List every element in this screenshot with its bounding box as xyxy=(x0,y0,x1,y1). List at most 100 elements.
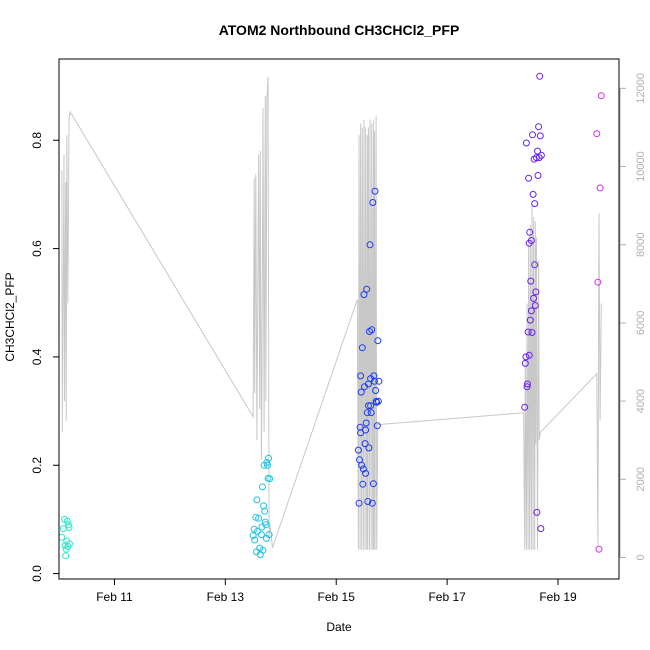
data-point xyxy=(354,446,362,454)
data-point xyxy=(368,326,376,334)
data-point xyxy=(596,184,604,192)
y-tick-label: 0.2 xyxy=(30,457,44,474)
data-point xyxy=(360,291,368,299)
x-tick-label: Feb 17 xyxy=(428,590,466,604)
y-axis-label: CH3CHCl2_PFP xyxy=(3,272,17,361)
data-point xyxy=(530,155,538,163)
data-point xyxy=(521,359,529,367)
altitude-line xyxy=(61,76,602,550)
data-point xyxy=(365,444,373,452)
data-point xyxy=(527,277,535,285)
data-point xyxy=(366,241,374,249)
data-point xyxy=(526,316,534,324)
data-point xyxy=(374,337,382,345)
x-tick-label: Feb 11 xyxy=(96,590,133,604)
data-point xyxy=(369,199,377,206)
data-point xyxy=(258,523,266,531)
y2-tick-label: 2000 xyxy=(635,467,647,491)
data-point xyxy=(357,429,365,437)
x-tick-label: Feb 19 xyxy=(539,590,577,604)
data-point xyxy=(528,329,536,336)
x-axis: Feb 11 Feb 13 Feb 15 Feb 17 Feb 19 xyxy=(96,579,577,604)
data-point xyxy=(358,461,366,469)
data-point xyxy=(359,480,367,488)
data-point xyxy=(373,398,381,406)
data-point xyxy=(253,496,261,504)
data-point xyxy=(531,200,539,208)
data-point xyxy=(65,524,73,531)
y2-axis: 0 2000 4000 6000 8000 10000 12000 xyxy=(619,73,647,561)
x-tick-label: Feb 15 xyxy=(318,590,356,604)
data-point xyxy=(257,531,265,539)
data-point xyxy=(374,397,382,405)
data-point xyxy=(525,174,533,182)
data-point xyxy=(533,508,541,516)
x-tick-label: Feb 13 xyxy=(207,590,245,604)
data-point xyxy=(530,294,538,302)
y-tick-label: 0.4 xyxy=(30,348,44,365)
y2-tick-label: 6000 xyxy=(635,311,647,335)
data-point xyxy=(66,540,73,548)
data-point xyxy=(372,387,380,394)
y-tick-label: 0.6 xyxy=(30,240,44,257)
data-point xyxy=(521,403,529,411)
data-point xyxy=(363,409,371,417)
data-point xyxy=(527,307,535,315)
data-point xyxy=(264,461,271,469)
data-point xyxy=(531,302,539,309)
data-point xyxy=(535,154,543,162)
data-point xyxy=(251,536,259,544)
data-point xyxy=(367,409,375,417)
data-point xyxy=(261,518,269,526)
y2-tick-label: 0 xyxy=(635,554,647,560)
data-point xyxy=(522,353,530,361)
data-point xyxy=(525,239,533,247)
data-point xyxy=(369,480,377,488)
data-point xyxy=(594,278,602,286)
data-point xyxy=(529,190,537,198)
data-point xyxy=(367,402,375,410)
data-point xyxy=(593,130,601,138)
data-point xyxy=(358,344,366,352)
data-point xyxy=(63,517,71,525)
data-point xyxy=(64,521,72,529)
data-point xyxy=(361,440,369,448)
data-points-layer xyxy=(58,72,605,560)
y-tick-label: 0.8 xyxy=(30,132,44,149)
data-point xyxy=(266,475,274,483)
data-point xyxy=(375,377,383,385)
data-point xyxy=(265,454,273,462)
data-point xyxy=(595,545,603,553)
data-point xyxy=(371,187,379,195)
data-point xyxy=(535,123,543,131)
data-point xyxy=(363,285,371,293)
data-point xyxy=(265,531,273,539)
data-point xyxy=(534,172,542,179)
data-point xyxy=(62,552,70,560)
data-point xyxy=(364,498,372,505)
data-point xyxy=(597,92,605,100)
data-point xyxy=(531,261,539,269)
data-point xyxy=(355,499,363,507)
plot-frame xyxy=(58,58,620,580)
data-point xyxy=(524,380,531,388)
data-point xyxy=(362,469,370,477)
y2-tick-label: 10000 xyxy=(635,151,647,182)
data-point xyxy=(534,147,541,155)
y2-tick-label: 12000 xyxy=(635,73,647,104)
y2-tick-label: 4000 xyxy=(635,389,647,413)
data-point xyxy=(357,388,365,396)
data-point xyxy=(526,228,534,236)
data-point xyxy=(362,419,370,427)
data-point xyxy=(529,131,536,139)
data-point xyxy=(537,151,545,159)
data-point xyxy=(366,328,373,335)
x-axis-label: Date xyxy=(326,620,352,634)
data-point xyxy=(259,483,266,491)
data-point xyxy=(537,525,545,533)
y-axis: 0.0 0.2 0.4 0.6 0.8 xyxy=(30,132,59,582)
altitude-line-layer xyxy=(61,76,602,550)
data-point xyxy=(357,372,365,380)
chart-title: ATOM2 Northbound CH3CHCl2_PFP xyxy=(219,22,460,38)
